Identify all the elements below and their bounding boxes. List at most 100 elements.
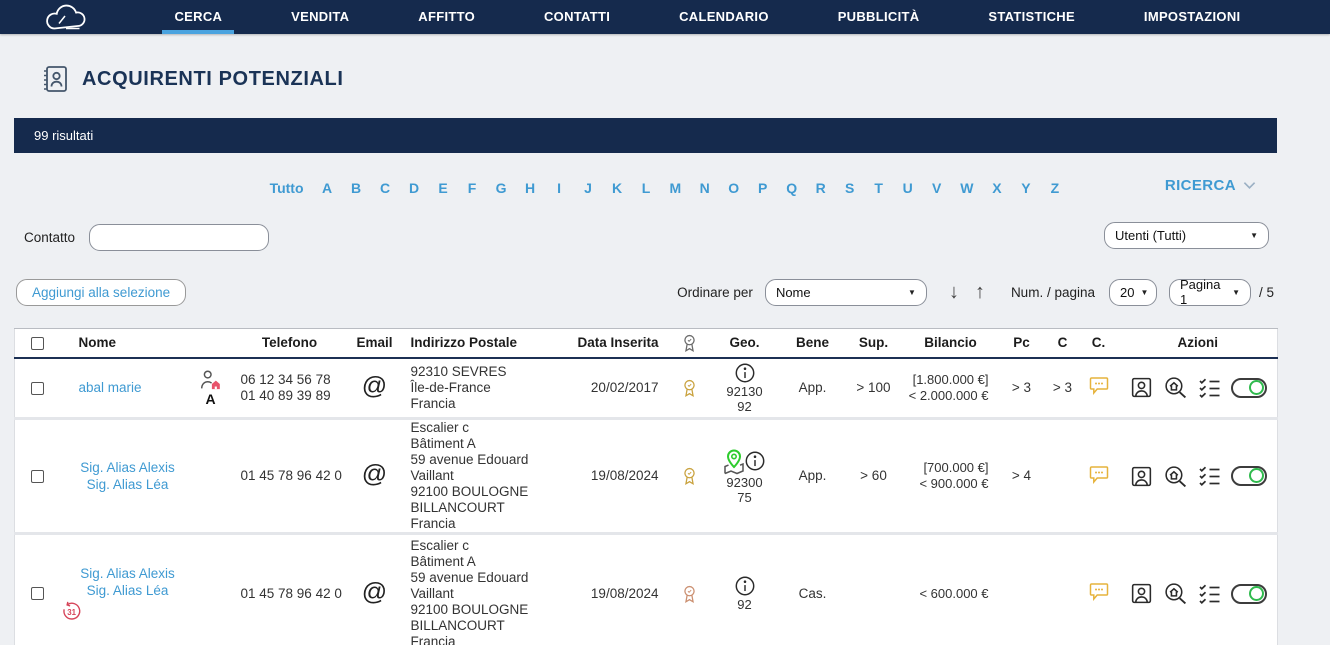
header-budget[interactable]: Bilancio <box>905 329 997 358</box>
contact-name-link[interactable]: Sig. Alias Léa <box>61 582 195 599</box>
alphabet-letter-x[interactable]: X <box>991 180 1002 196</box>
alphabet-letter-i[interactable]: I <box>554 180 565 196</box>
alphabet-letter-t[interactable]: T <box>873 180 884 196</box>
contact-name-link[interactable]: abal marie <box>79 379 195 396</box>
contact-card-icon[interactable] <box>1129 464 1154 489</box>
alphabet-letter-e[interactable]: E <box>438 180 449 196</box>
nav-item-pubblicità[interactable]: PUBBLICITÀ <box>838 0 920 34</box>
header-email[interactable]: Email <box>353 329 397 358</box>
contact-name-link[interactable]: Sig. Alias Alexis <box>61 565 195 582</box>
alphabet-letter-j[interactable]: J <box>583 180 594 196</box>
row-checkbox[interactable] <box>31 470 44 483</box>
nav-item-calendario[interactable]: CALENDARIO <box>679 0 769 34</box>
alphabet-letter-c[interactable]: C <box>380 180 391 196</box>
alphabet-letter-y[interactable]: Y <box>1020 180 1031 196</box>
cell-surface: > 60 <box>843 419 905 534</box>
alphabet-letter-k[interactable]: K <box>612 180 623 196</box>
header-address[interactable]: Indirizzo Postale <box>397 329 531 358</box>
alphabet-filter-all[interactable]: Tutto <box>270 180 304 196</box>
order-by-select[interactable]: Nome ▼ <box>765 279 927 306</box>
users-filter-select[interactable]: Utenti (Tutti) ▼ <box>1104 222 1269 249</box>
toggle-knob <box>1249 468 1264 483</box>
comment-icon[interactable] <box>1089 582 1109 601</box>
contact-card-icon[interactable] <box>1129 581 1154 606</box>
sort-descending-arrow[interactable]: ↓ <box>949 282 959 302</box>
alphabet-letter-z[interactable]: Z <box>1049 180 1060 196</box>
alphabet-letter-r[interactable]: R <box>815 180 826 196</box>
users-filter-value: Utenti (Tutti) <box>1115 228 1186 243</box>
alphabet-letter-n[interactable]: N <box>699 180 710 196</box>
header-pc[interactable]: Pc <box>997 329 1047 358</box>
email-icon[interactable]: @ <box>362 460 387 488</box>
alphabet-letter-b[interactable]: B <box>351 180 362 196</box>
alphabet-letter-f[interactable]: F <box>467 180 478 196</box>
row-checkbox[interactable] <box>31 587 44 600</box>
property-search-icon[interactable] <box>1163 464 1188 489</box>
nav-item-impostazioni[interactable]: IMPOSTAZIONI <box>1144 0 1241 34</box>
per-page-label: Num. / pagina <box>1011 285 1095 300</box>
header-geo[interactable]: Geo. <box>707 329 783 358</box>
contact-name-link[interactable]: Sig. Alias Léa <box>61 476 195 493</box>
criteria-checklist-icon[interactable] <box>1197 376 1222 400</box>
alphabet-letter-a[interactable]: A <box>322 180 333 196</box>
cell-c: > 3 <box>1047 358 1079 419</box>
nav-item-vendita[interactable]: VENDITA <box>291 0 349 34</box>
nav-item-cerca[interactable]: CERCA <box>174 0 222 34</box>
alphabet-letter-m[interactable]: M <box>670 180 682 196</box>
email-icon[interactable]: @ <box>362 578 387 606</box>
contact-label: Contatto <box>24 230 75 245</box>
search-panel-toggle[interactable]: RICERCA <box>1165 177 1256 194</box>
header-phone[interactable]: Telefono <box>227 329 353 358</box>
contact-name-link[interactable]: Sig. Alias Alexis <box>61 459 195 476</box>
active-toggle[interactable] <box>1231 584 1267 604</box>
contact-input[interactable] <box>89 224 269 251</box>
cell-property: Cas. <box>783 534 843 645</box>
property-search-icon[interactable] <box>1163 581 1188 606</box>
table-row: Sig. Alias Alexis Sig. Alias Léa 31 <box>15 534 1278 645</box>
select-all-checkbox[interactable] <box>31 337 44 350</box>
contact-filter-row: Contatto Utenti (Tutti) ▼ <box>24 222 1330 252</box>
comment-icon[interactable] <box>1089 376 1109 395</box>
header-surface[interactable]: Sup. <box>843 329 905 358</box>
alphabet-letter-s[interactable]: S <box>844 180 855 196</box>
contact-card-icon[interactable] <box>1129 375 1154 400</box>
alphabet-letter-l[interactable]: L <box>641 180 652 196</box>
header-date[interactable]: Data Inserita <box>531 329 673 358</box>
alphabet-letter-w[interactable]: W <box>960 180 973 196</box>
alphabet-letter-v[interactable]: V <box>931 180 942 196</box>
email-icon[interactable]: @ <box>362 372 387 400</box>
page-select[interactable]: Pagina 1 ▼ <box>1169 279 1251 306</box>
cell-address: Escalier c Bâtiment A 59 avenue Edouard … <box>397 534 531 645</box>
cell-date: 19/08/2024 <box>531 534 673 645</box>
property-search-icon[interactable] <box>1163 375 1188 400</box>
owner-initial: A <box>205 393 215 406</box>
alphabet-letter-h[interactable]: H <box>525 180 536 196</box>
add-to-selection-button[interactable]: Aggiungi alla selezione <box>16 279 186 306</box>
alphabet-letter-d[interactable]: D <box>409 180 420 196</box>
alphabet-letter-q[interactable]: Q <box>786 180 797 196</box>
info-icon[interactable] <box>744 450 766 472</box>
header-medal <box>673 329 707 358</box>
info-icon[interactable] <box>734 575 756 597</box>
nav-item-contatti[interactable]: CONTATTI <box>544 0 610 34</box>
criteria-checklist-icon[interactable] <box>1197 582 1222 606</box>
nav-item-statistiche[interactable]: STATISTICHE <box>988 0 1075 34</box>
alphabet-letter-p[interactable]: P <box>757 180 768 196</box>
header-comment[interactable]: C. <box>1079 329 1119 358</box>
alphabet-letter-g[interactable]: G <box>496 180 507 196</box>
alphabet-letter-u[interactable]: U <box>902 180 913 196</box>
app-logo-icon[interactable] <box>44 4 90 31</box>
sort-ascending-arrow[interactable]: ↑ <box>975 282 985 302</box>
header-property[interactable]: Bene <box>783 329 843 358</box>
row-checkbox[interactable] <box>31 382 44 395</box>
criteria-checklist-icon[interactable] <box>1197 464 1222 488</box>
per-page-select[interactable]: 20 ▼ <box>1109 279 1157 306</box>
alphabet-letter-o[interactable]: O <box>728 180 739 196</box>
nav-item-affitto[interactable]: AFFITTO <box>418 0 475 34</box>
comment-icon[interactable] <box>1089 465 1109 484</box>
header-c[interactable]: C <box>1047 329 1079 358</box>
active-toggle[interactable] <box>1231 378 1267 398</box>
active-toggle[interactable] <box>1231 466 1267 486</box>
info-icon[interactable] <box>734 362 756 384</box>
header-name[interactable]: Nome <box>61 329 227 358</box>
